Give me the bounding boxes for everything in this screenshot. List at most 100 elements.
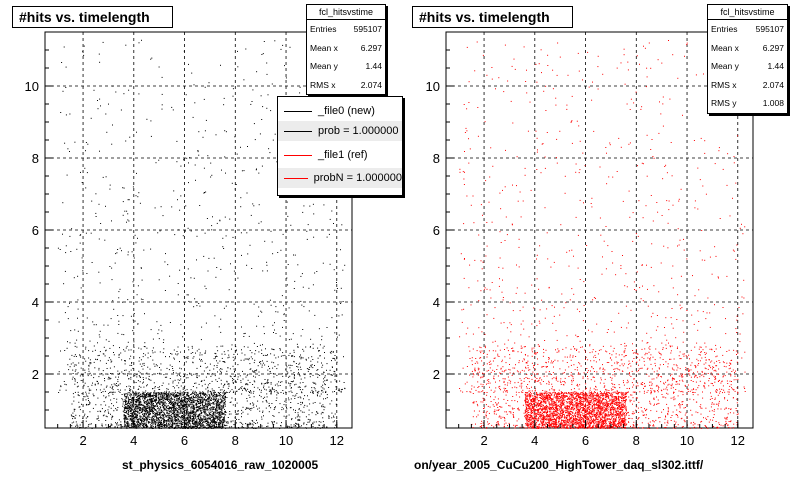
scatter-point	[159, 422, 161, 424]
scatter-point	[237, 410, 239, 412]
scatter-point	[110, 318, 112, 320]
scatter-point	[144, 395, 146, 396]
scatter-point	[317, 427, 319, 429]
scatter-point	[164, 409, 166, 411]
scatter-point	[126, 402, 128, 404]
scatter-point	[211, 426, 213, 427]
scatter-point	[174, 420, 176, 421]
scatter-point	[250, 103, 252, 105]
scatter-point	[210, 426, 212, 428]
scatter-point	[223, 104, 225, 106]
scatter-point	[165, 405, 167, 407]
scatter-point	[125, 407, 127, 409]
scatter-point	[159, 414, 160, 416]
scatter-point	[272, 139, 274, 141]
scatter-point	[144, 413, 146, 415]
scatter-point	[183, 420, 185, 422]
scatter-point	[177, 410, 179, 412]
scatter-point	[89, 372, 91, 374]
scatter-point	[140, 407, 142, 408]
scatter-point	[169, 422, 171, 424]
scatter-point	[78, 395, 80, 397]
scatter-point	[185, 94, 187, 96]
scatter-point	[171, 394, 173, 396]
scatter-point	[281, 406, 283, 408]
scatter-point	[227, 422, 229, 424]
scatter-point	[158, 401, 160, 403]
scatter-point	[140, 404, 142, 406]
scatter-point	[322, 421, 324, 423]
scatter-point	[127, 397, 129, 399]
scatter-point	[71, 425, 73, 427]
scatter-point	[169, 416, 171, 418]
scatter-point	[136, 131, 137, 133]
scatter-point	[137, 407, 139, 409]
scatter-point	[202, 409, 204, 411]
scatter-point	[341, 314, 343, 316]
scatter-point	[323, 398, 324, 400]
scatter-point	[59, 249, 61, 250]
scatter-point	[193, 277, 195, 279]
scatter-point	[224, 399, 226, 401]
scatter-point	[189, 421, 191, 423]
scatter-point	[188, 63, 189, 65]
scatter-point	[156, 396, 157, 397]
scatter-point	[312, 393, 314, 394]
scatter-point	[168, 406, 170, 408]
scatter-point	[153, 395, 155, 396]
scatter-point	[174, 390, 176, 392]
scatter-point	[76, 382, 78, 384]
scatter-point	[202, 391, 204, 393]
scatter-point	[288, 391, 290, 393]
scatter-point	[212, 418, 214, 420]
scatter-point	[188, 415, 190, 417]
scatter-point	[212, 401, 214, 403]
scatter-point	[186, 374, 188, 376]
scatter-point	[188, 413, 190, 415]
scatter-point	[84, 427, 86, 429]
scatter-point	[192, 386, 194, 387]
scatter-point	[275, 357, 277, 359]
scatter-point	[219, 426, 221, 428]
scatter-point	[129, 424, 131, 426]
scatter-point	[163, 416, 165, 418]
scatter-point	[216, 404, 218, 406]
scatter-point	[122, 301, 124, 303]
scatter-point	[243, 79, 245, 81]
scatter-point	[211, 394, 212, 396]
scatter-point	[249, 424, 251, 426]
scatter-point	[284, 400, 286, 402]
scatter-point	[225, 401, 226, 403]
scatter-point	[241, 170, 243, 172]
scatter-point	[202, 392, 204, 394]
scatter-point	[155, 412, 157, 414]
scatter-point	[169, 427, 171, 428]
scatter-point	[223, 417, 224, 419]
scatter-point	[139, 409, 141, 411]
scatter-point	[130, 408, 132, 410]
scatter-point	[216, 395, 218, 397]
scatter-point	[147, 357, 149, 359]
scatter-point	[286, 425, 288, 427]
scatter-point	[229, 375, 231, 377]
scatter-point	[127, 418, 129, 420]
scatter-point	[164, 376, 166, 378]
scatter-point	[169, 275, 171, 277]
scatter-point	[252, 371, 254, 373]
scatter-point	[161, 404, 163, 406]
scatter-point	[219, 423, 221, 425]
scatter-point	[329, 218, 331, 220]
scatter-point	[159, 403, 161, 405]
scatter-point	[255, 350, 257, 352]
scatter-point	[139, 381, 141, 383]
scatter-point	[142, 410, 144, 412]
scatter-point	[190, 428, 192, 429]
scatter-point	[102, 176, 104, 178]
scatter-point	[229, 426, 231, 428]
scatter-point	[160, 417, 162, 419]
scatter-point	[119, 392, 121, 393]
scatter-point	[92, 382, 93, 384]
scatter-point	[150, 401, 152, 402]
scatter-point	[196, 420, 198, 422]
scatter-point	[163, 422, 165, 424]
